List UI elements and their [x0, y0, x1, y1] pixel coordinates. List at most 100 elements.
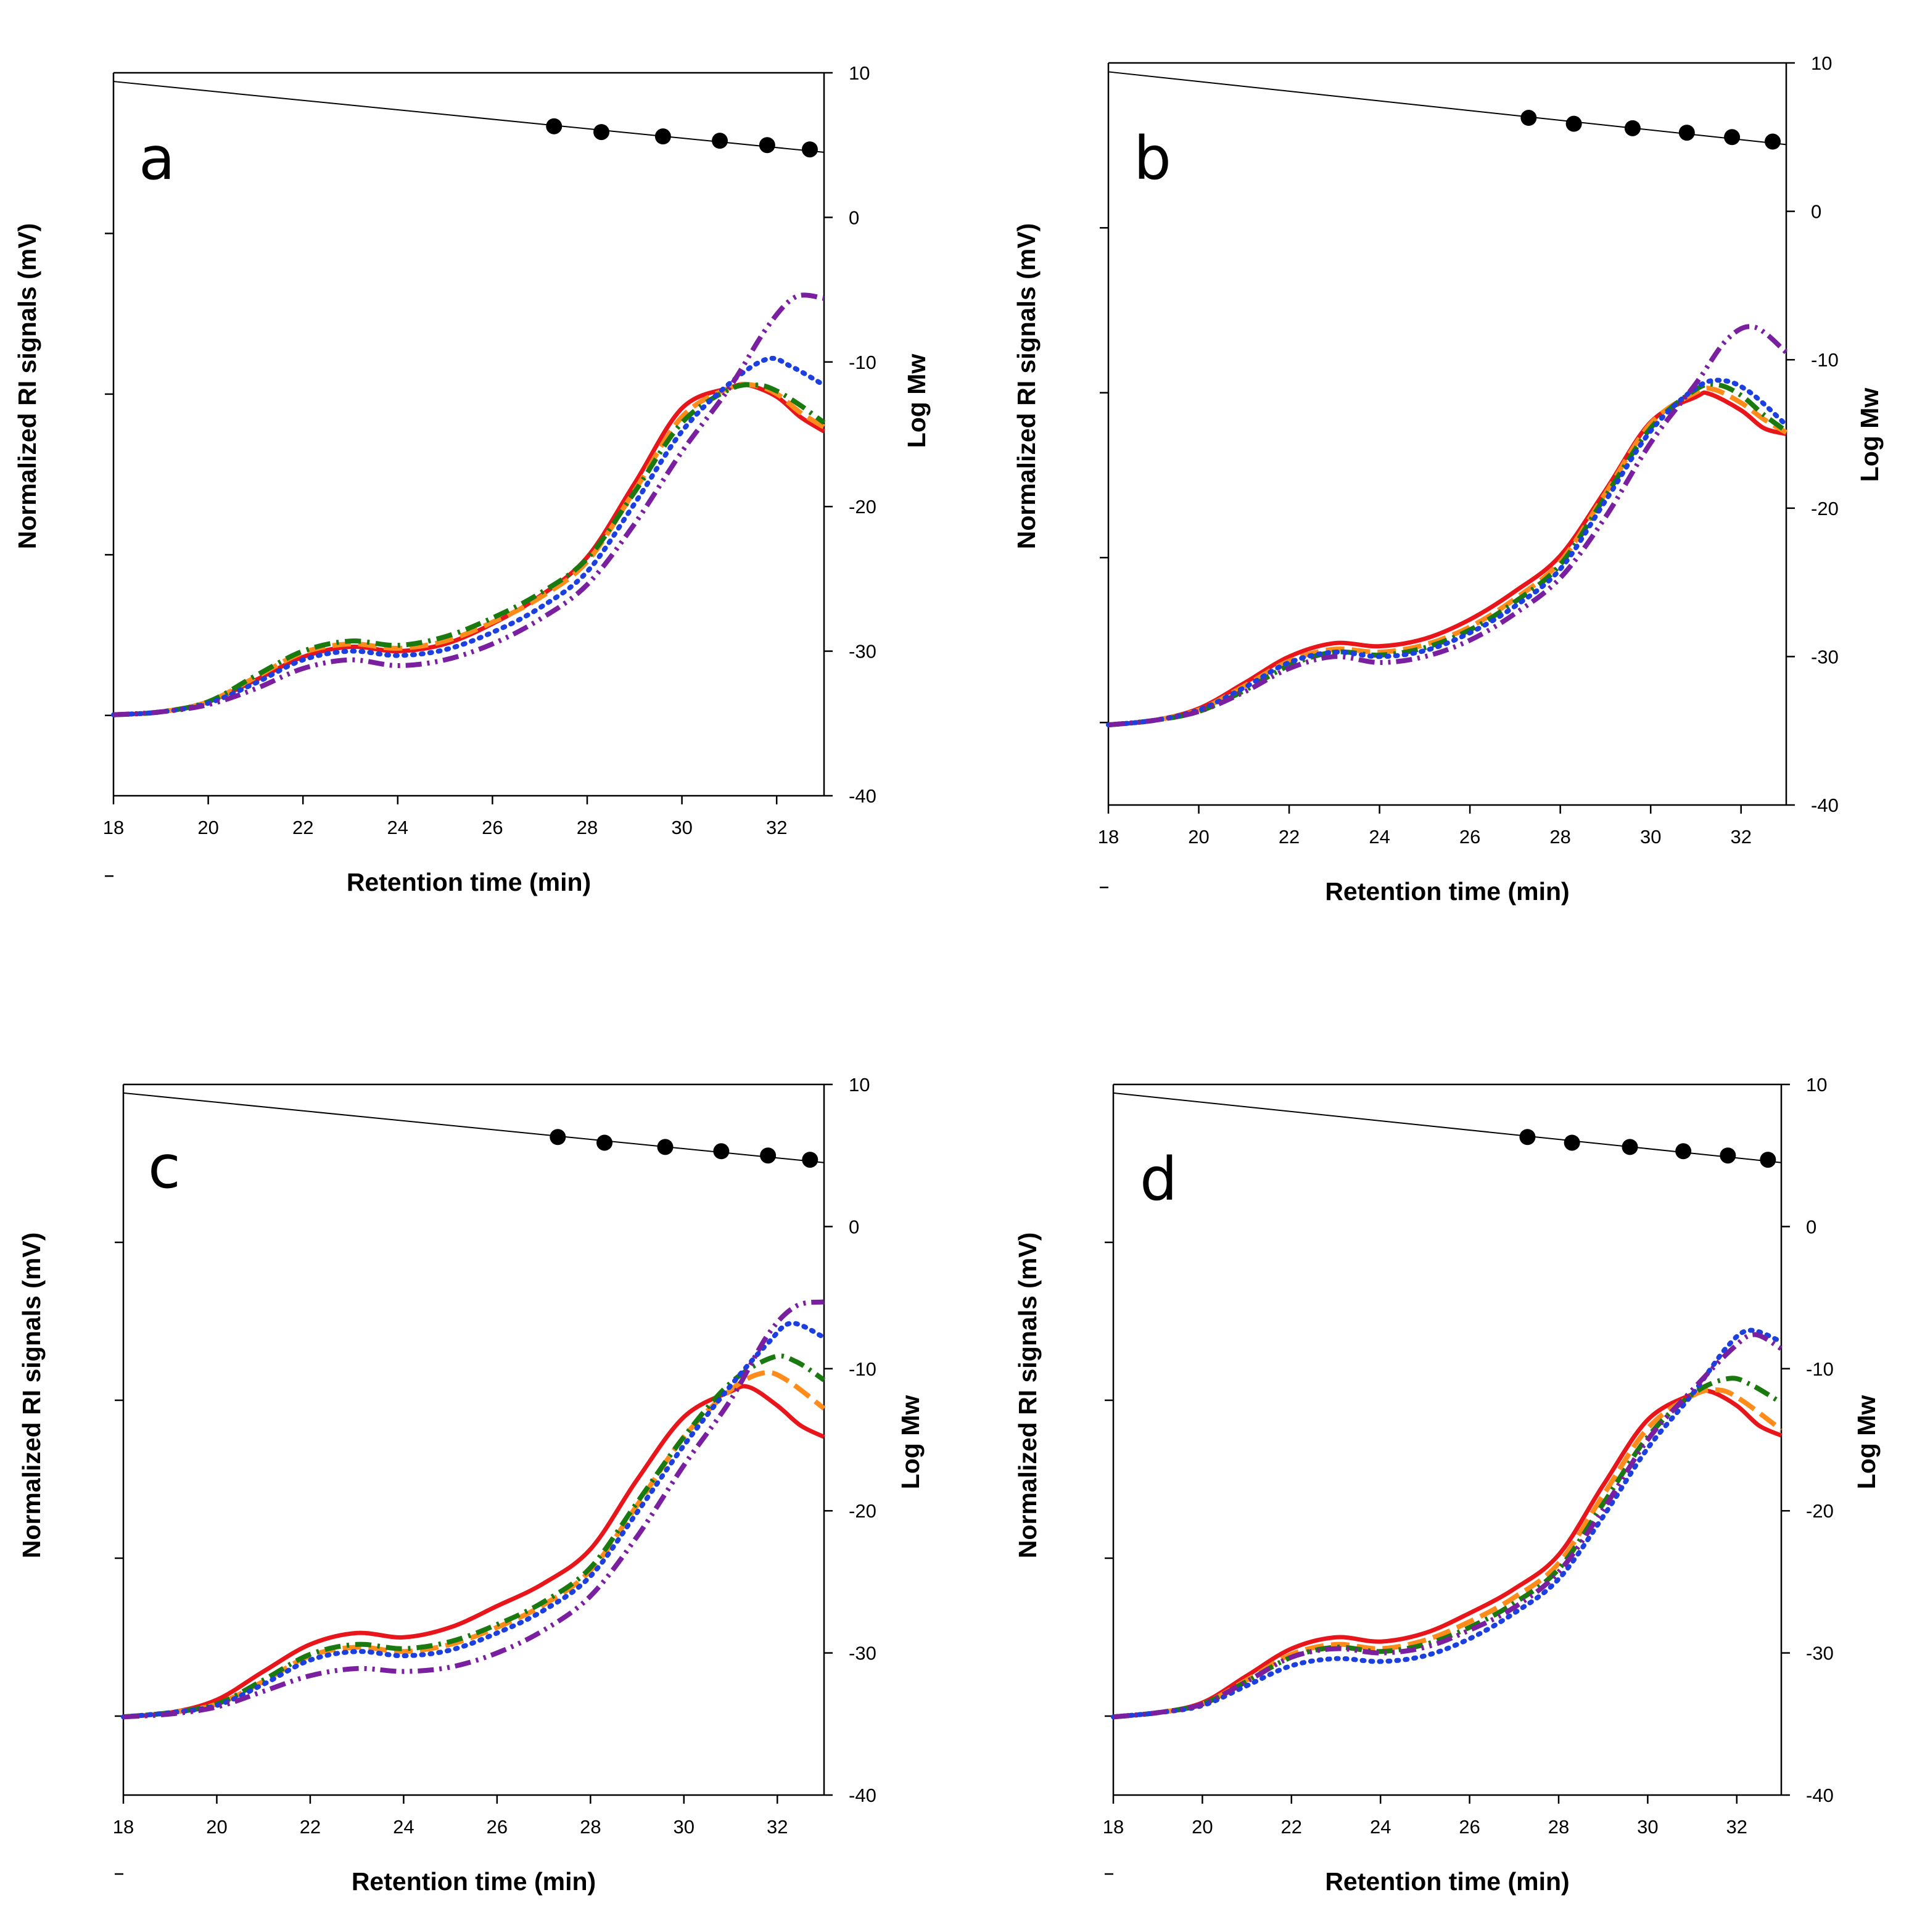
y2-axis-title: Log Mw	[902, 354, 931, 448]
y2-tick-label: -30	[1811, 646, 1839, 667]
y2-tick-label: -30	[849, 641, 876, 663]
panel-letter: b	[1134, 124, 1171, 193]
x-tick-label: 26	[1459, 1816, 1480, 1838]
x-tick-label: 24	[387, 817, 408, 838]
calibration-point	[713, 1143, 730, 1160]
y2-tick-label: -10	[1811, 349, 1839, 371]
panel-b: 18 20 22 24 26 28 30 32 -40 -30 -20 -10 0 10 Retention…	[1012, 52, 1884, 906]
y2-tick-label: -30	[849, 1643, 876, 1664]
calibration-point	[546, 118, 563, 134]
x-tick-label: 24	[1369, 826, 1390, 848]
y2-tick-label: -20	[849, 1500, 876, 1522]
calibration-point	[1519, 1129, 1536, 1146]
y2-axis-title: Log Mw	[896, 1395, 925, 1490]
y2-tick-label: -10	[849, 1358, 876, 1380]
calibration-point	[657, 1139, 674, 1155]
x-tick-label: 32	[767, 1816, 788, 1838]
x-tick-label: 24	[1370, 1816, 1391, 1838]
calibration-point	[1720, 1147, 1736, 1164]
panel-letter: c	[148, 1133, 181, 1202]
y2-tick-label: -40	[1806, 1785, 1834, 1806]
series-line-green	[1108, 381, 1788, 728]
x-tick-label: 20	[197, 817, 218, 838]
series-line-purple	[1113, 1332, 1783, 1720]
y2-tick-label: 0	[849, 207, 859, 228]
series-line-blue	[1111, 1327, 1784, 1720]
x-tick-label: 22	[1281, 1816, 1302, 1838]
y2-tick-label: -30	[1806, 1643, 1834, 1664]
series-line-red	[123, 1384, 825, 1719]
x-tick-label: 32	[1730, 826, 1751, 848]
y2-tick-label: 0	[1811, 201, 1821, 223]
y-axis-title: Normalized RI signals (mV)	[17, 1232, 46, 1559]
x-tick-label: 32	[766, 817, 787, 838]
y2-tick-label: -10	[849, 352, 876, 373]
x-tick-label: 28	[1549, 826, 1570, 848]
y2-tick-label: -20	[1811, 498, 1839, 519]
calibration-line	[113, 81, 825, 153]
panel-letter: a	[139, 124, 175, 193]
calibration-point	[593, 124, 610, 141]
series-line-purple	[1108, 324, 1788, 728]
x-tick-label: 28	[1548, 1816, 1569, 1838]
panel-a: 18 20 22 24 26 28 30 32 -40 -30 -20 -10 0 10 Retention…	[13, 62, 931, 896]
calibration-point	[1622, 1139, 1638, 1155]
series-line-blue	[111, 355, 827, 717]
calibration-point	[1724, 129, 1741, 146]
y2-tick-label: 10	[849, 1074, 870, 1096]
x-tick-label: 24	[393, 1816, 414, 1838]
series-line-green	[113, 382, 826, 717]
x-axis-title: Retention time (min)	[1325, 877, 1569, 906]
x-axis-title: Retention time (min)	[1325, 1867, 1569, 1896]
y2-tick-label: -40	[849, 1785, 876, 1806]
calibration-point	[1520, 110, 1537, 126]
x-tick-label: 18	[103, 817, 124, 838]
x-tick-label: 20	[1192, 1816, 1213, 1838]
x-axis-title: Retention time (min)	[347, 868, 591, 896]
panel-c: 18 20 22 24 26 28 30 32 -40 -30 -20 -10 0 10 Retention…	[17, 1074, 925, 1896]
calibration-point	[1765, 133, 1781, 150]
calibration-point	[1564, 1134, 1580, 1151]
x-tick-label: 32	[1726, 1816, 1747, 1838]
x-tick-label: 30	[674, 1816, 695, 1838]
y-axis-title: Normalized RI signals (mV)	[1013, 1232, 1042, 1559]
calibration-point	[712, 133, 728, 149]
y2-tick-label: -40	[849, 785, 876, 807]
calibration-point	[596, 1134, 613, 1151]
calibration-line	[123, 1092, 825, 1163]
x-tick-label: 28	[580, 1816, 601, 1838]
series-line-blue	[1106, 378, 1789, 728]
x-tick-label: 18	[1103, 1816, 1124, 1838]
calibration-point	[1675, 1143, 1692, 1160]
calibration-line	[1113, 1092, 1782, 1163]
x-tick-label: 30	[1640, 826, 1661, 848]
y2-tick-label: -20	[1806, 1500, 1834, 1522]
x-tick-label: 26	[1459, 826, 1480, 848]
calibration-point	[760, 1147, 777, 1164]
x-tick-label: 20	[206, 1816, 227, 1838]
x-tick-label: 22	[292, 817, 313, 838]
x-axis-title: Retention time (min)	[352, 1867, 596, 1896]
calibration-point	[654, 128, 671, 145]
y2-tick-label: -40	[1811, 795, 1839, 816]
series-line-purple	[113, 292, 825, 717]
x-tick-label: 22	[300, 1816, 321, 1838]
calibration-point	[801, 141, 818, 158]
y2-axis-title: Log Mw	[1855, 388, 1884, 482]
x-tick-label: 18	[1098, 826, 1119, 848]
y2-tick-label: 10	[1806, 1074, 1827, 1096]
x-tick-label: 28	[577, 817, 598, 838]
x-tick-label: 30	[671, 817, 692, 838]
calibration-point	[1624, 120, 1641, 136]
calibration-point	[1760, 1152, 1776, 1168]
x-tick-label: 30	[1637, 1816, 1658, 1838]
panel-letter: d	[1140, 1145, 1177, 1214]
x-tick-label: 26	[487, 1816, 508, 1838]
series-line-green	[123, 1353, 826, 1720]
y-axis-title: Normalized RI signals (mV)	[13, 223, 41, 550]
calibration-point	[1678, 125, 1695, 141]
y2-tick-label: -20	[849, 496, 876, 518]
x-tick-label: 26	[482, 817, 503, 838]
panel-d: 18 20 22 24 26 28 30 32 -40 -30 -20 -10 0 10 Retention…	[1013, 1074, 1881, 1896]
series-line-red	[1108, 390, 1787, 727]
